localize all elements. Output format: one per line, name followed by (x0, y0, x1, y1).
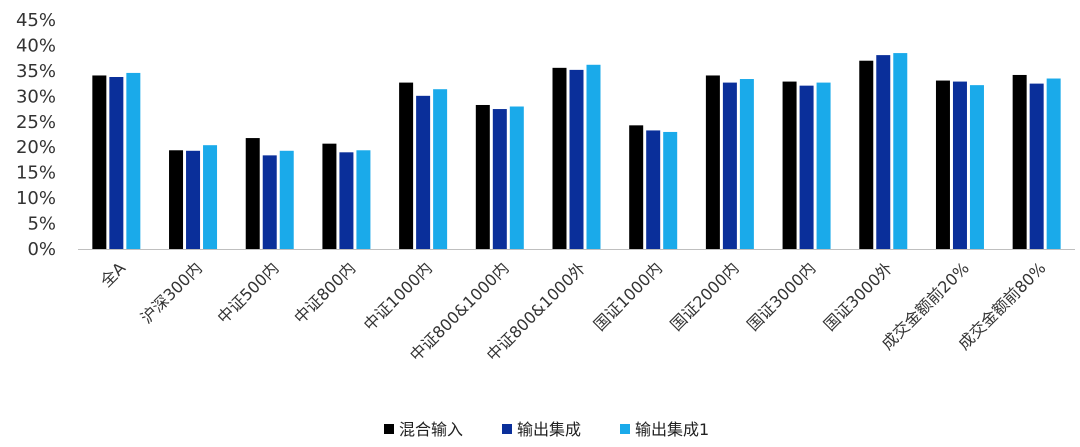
legend-item: 输出集成1 (620, 420, 709, 439)
y-tick-label: 30% (16, 86, 56, 107)
legend-swatch (384, 424, 394, 434)
bar (262, 155, 277, 249)
y-tick-label: 20% (16, 137, 56, 158)
bar (245, 138, 260, 249)
bar (92, 75, 107, 249)
y-axis: 0% 5% 10% 15% 20% 25% 30% 35% 40% 45% (16, 10, 56, 260)
bar (586, 64, 601, 249)
bar (1012, 74, 1027, 250)
bar (322, 143, 337, 249)
x-tick-label: 国证3000外 (820, 258, 896, 334)
bar (109, 76, 124, 250)
legend-swatch (620, 424, 630, 434)
bar (475, 104, 490, 250)
bar (509, 106, 524, 249)
bar (722, 82, 737, 250)
legend-swatch (502, 424, 512, 434)
y-tick-label: 40% (16, 35, 56, 56)
bar (705, 75, 720, 249)
bars (92, 53, 1061, 250)
y-tick-label: 15% (16, 163, 56, 184)
bar (893, 53, 908, 250)
bar (816, 82, 831, 250)
x-tick-label: 中证800内 (290, 258, 359, 327)
bar (1046, 78, 1061, 250)
bar (492, 109, 507, 249)
x-tick-label: 全A (97, 258, 130, 291)
x-axis-labels: 全A 沪深300内 中证500内 中证800内 中证1000内中证800&1000内中证… (97, 258, 1050, 365)
y-tick-label: 0% (27, 239, 56, 260)
y-tick-label: 25% (16, 112, 56, 133)
legend-item: 输出集成 (502, 420, 581, 439)
legend-label: 混合输入 (399, 420, 463, 439)
bar (782, 81, 797, 249)
bar (569, 69, 584, 249)
bar (552, 67, 567, 249)
legend-label: 输出集成1 (635, 420, 709, 439)
bar (169, 150, 184, 249)
y-tick-label: 45% (16, 10, 56, 31)
x-tick-label: 国证2000内 (667, 258, 743, 334)
y-tick-label: 35% (16, 61, 56, 82)
bar (952, 81, 967, 249)
bar (646, 130, 661, 249)
legend-item: 混合输入 (384, 420, 463, 439)
bar (739, 79, 754, 249)
bar (859, 60, 874, 249)
bar (433, 89, 448, 249)
bar (356, 150, 371, 249)
legend: 混合输入 输出集成 输出集成1 (384, 420, 709, 439)
bar (416, 95, 431, 249)
bar (876, 55, 891, 249)
x-tick-label: 国证1000内 (590, 258, 666, 334)
bar (629, 125, 644, 249)
x-tick-label: 中证500内 (214, 258, 283, 327)
bar (186, 150, 201, 249)
y-tick-label: 5% (27, 214, 56, 235)
x-tick-label: 沪深300内 (137, 258, 206, 327)
y-tick-label: 10% (16, 188, 56, 209)
bar (126, 72, 141, 250)
bar (663, 131, 678, 249)
bar (1029, 83, 1044, 249)
x-tick-label: 国证3000内 (743, 258, 819, 334)
bar (279, 150, 294, 249)
bar (969, 85, 984, 249)
bar (339, 152, 354, 249)
legend-label: 输出集成 (517, 420, 581, 439)
bar (203, 145, 218, 249)
bar (799, 85, 814, 249)
bar (935, 80, 950, 250)
x-tick-label: 中证1000内 (360, 258, 436, 334)
bar (399, 82, 414, 250)
